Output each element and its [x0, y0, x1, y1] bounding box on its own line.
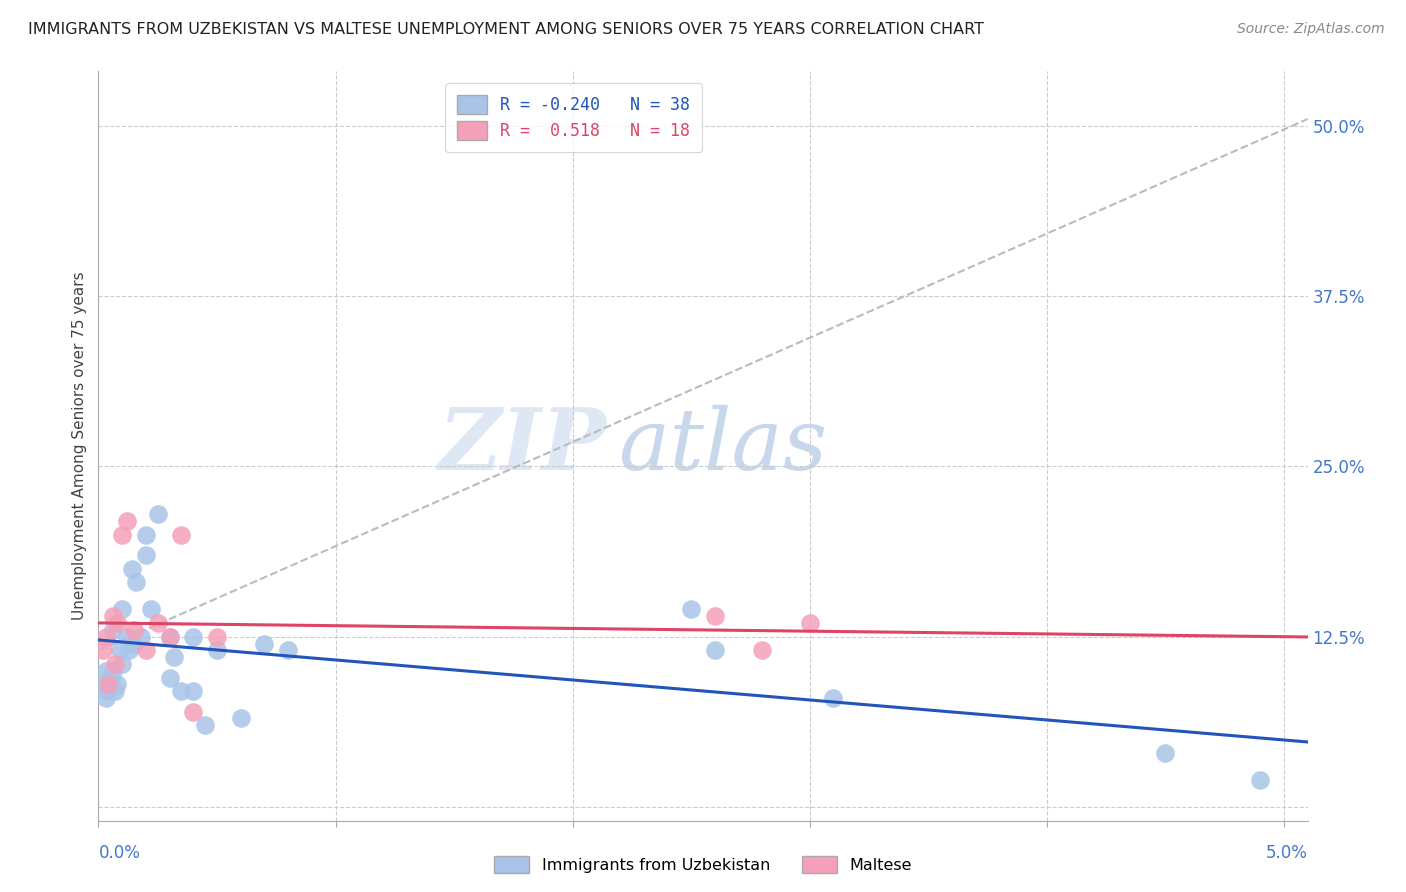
Point: [277, 643, 299, 657]
Point: [146, 507, 169, 521]
Point: [135, 643, 157, 657]
Point: [101, 609, 124, 624]
Point: [94, 630, 117, 644]
Point: [799, 616, 821, 631]
Point: [135, 548, 157, 562]
Point: [181, 630, 204, 644]
Text: 0.0%: 0.0%: [98, 844, 141, 862]
Point: [159, 630, 181, 644]
Point: [105, 677, 128, 691]
Y-axis label: Unemployment Among Seniors over 75 years: Unemployment Among Seniors over 75 years: [72, 272, 87, 620]
Point: [135, 527, 157, 541]
Point: [122, 623, 145, 637]
Point: [751, 643, 773, 657]
Point: [94, 664, 117, 678]
Legend: R = -0.240   N = 38, R =  0.518   N = 18: R = -0.240 N = 38, R = 0.518 N = 18: [446, 84, 702, 152]
Point: [105, 616, 128, 631]
Point: [101, 623, 124, 637]
Text: IMMIGRANTS FROM UZBEKISTAN VS MALTESE UNEMPLOYMENT AMONG SENIORS OVER 75 YEARS C: IMMIGRANTS FROM UZBEKISTAN VS MALTESE UN…: [28, 22, 984, 37]
Point: [115, 514, 138, 528]
Point: [91, 643, 114, 657]
Point: [194, 718, 217, 732]
Point: [98, 671, 121, 685]
Point: [703, 643, 725, 657]
Point: [163, 650, 186, 665]
Point: [122, 636, 145, 650]
Point: [1249, 772, 1271, 787]
Point: [108, 643, 131, 657]
Point: [205, 643, 228, 657]
Point: [111, 657, 134, 671]
Point: [253, 636, 276, 650]
Point: [111, 602, 134, 616]
Text: Source: ZipAtlas.com: Source: ZipAtlas.com: [1237, 22, 1385, 37]
Point: [823, 691, 845, 706]
Text: 5.0%: 5.0%: [1265, 844, 1308, 862]
Point: [121, 561, 143, 575]
Text: ZIP: ZIP: [439, 404, 606, 488]
Point: [104, 684, 127, 698]
Point: [129, 630, 152, 644]
Point: [205, 630, 228, 644]
Point: [170, 684, 193, 698]
Point: [170, 527, 193, 541]
Point: [159, 630, 181, 644]
Point: [703, 609, 725, 624]
Point: [681, 602, 703, 616]
Point: [101, 664, 124, 678]
Point: [91, 677, 114, 691]
Point: [94, 691, 117, 706]
Point: [111, 527, 134, 541]
Point: [118, 643, 141, 657]
Legend: Immigrants from Uzbekistan, Maltese: Immigrants from Uzbekistan, Maltese: [488, 849, 918, 880]
Point: [125, 575, 148, 590]
Point: [104, 657, 127, 671]
Point: [97, 684, 120, 698]
Point: [139, 602, 162, 616]
Point: [1154, 746, 1177, 760]
Point: [229, 711, 252, 725]
Point: [181, 705, 204, 719]
Point: [159, 671, 181, 685]
Point: [97, 677, 120, 691]
Point: [146, 616, 169, 631]
Text: atlas: atlas: [619, 405, 828, 487]
Point: [115, 630, 138, 644]
Point: [181, 684, 204, 698]
